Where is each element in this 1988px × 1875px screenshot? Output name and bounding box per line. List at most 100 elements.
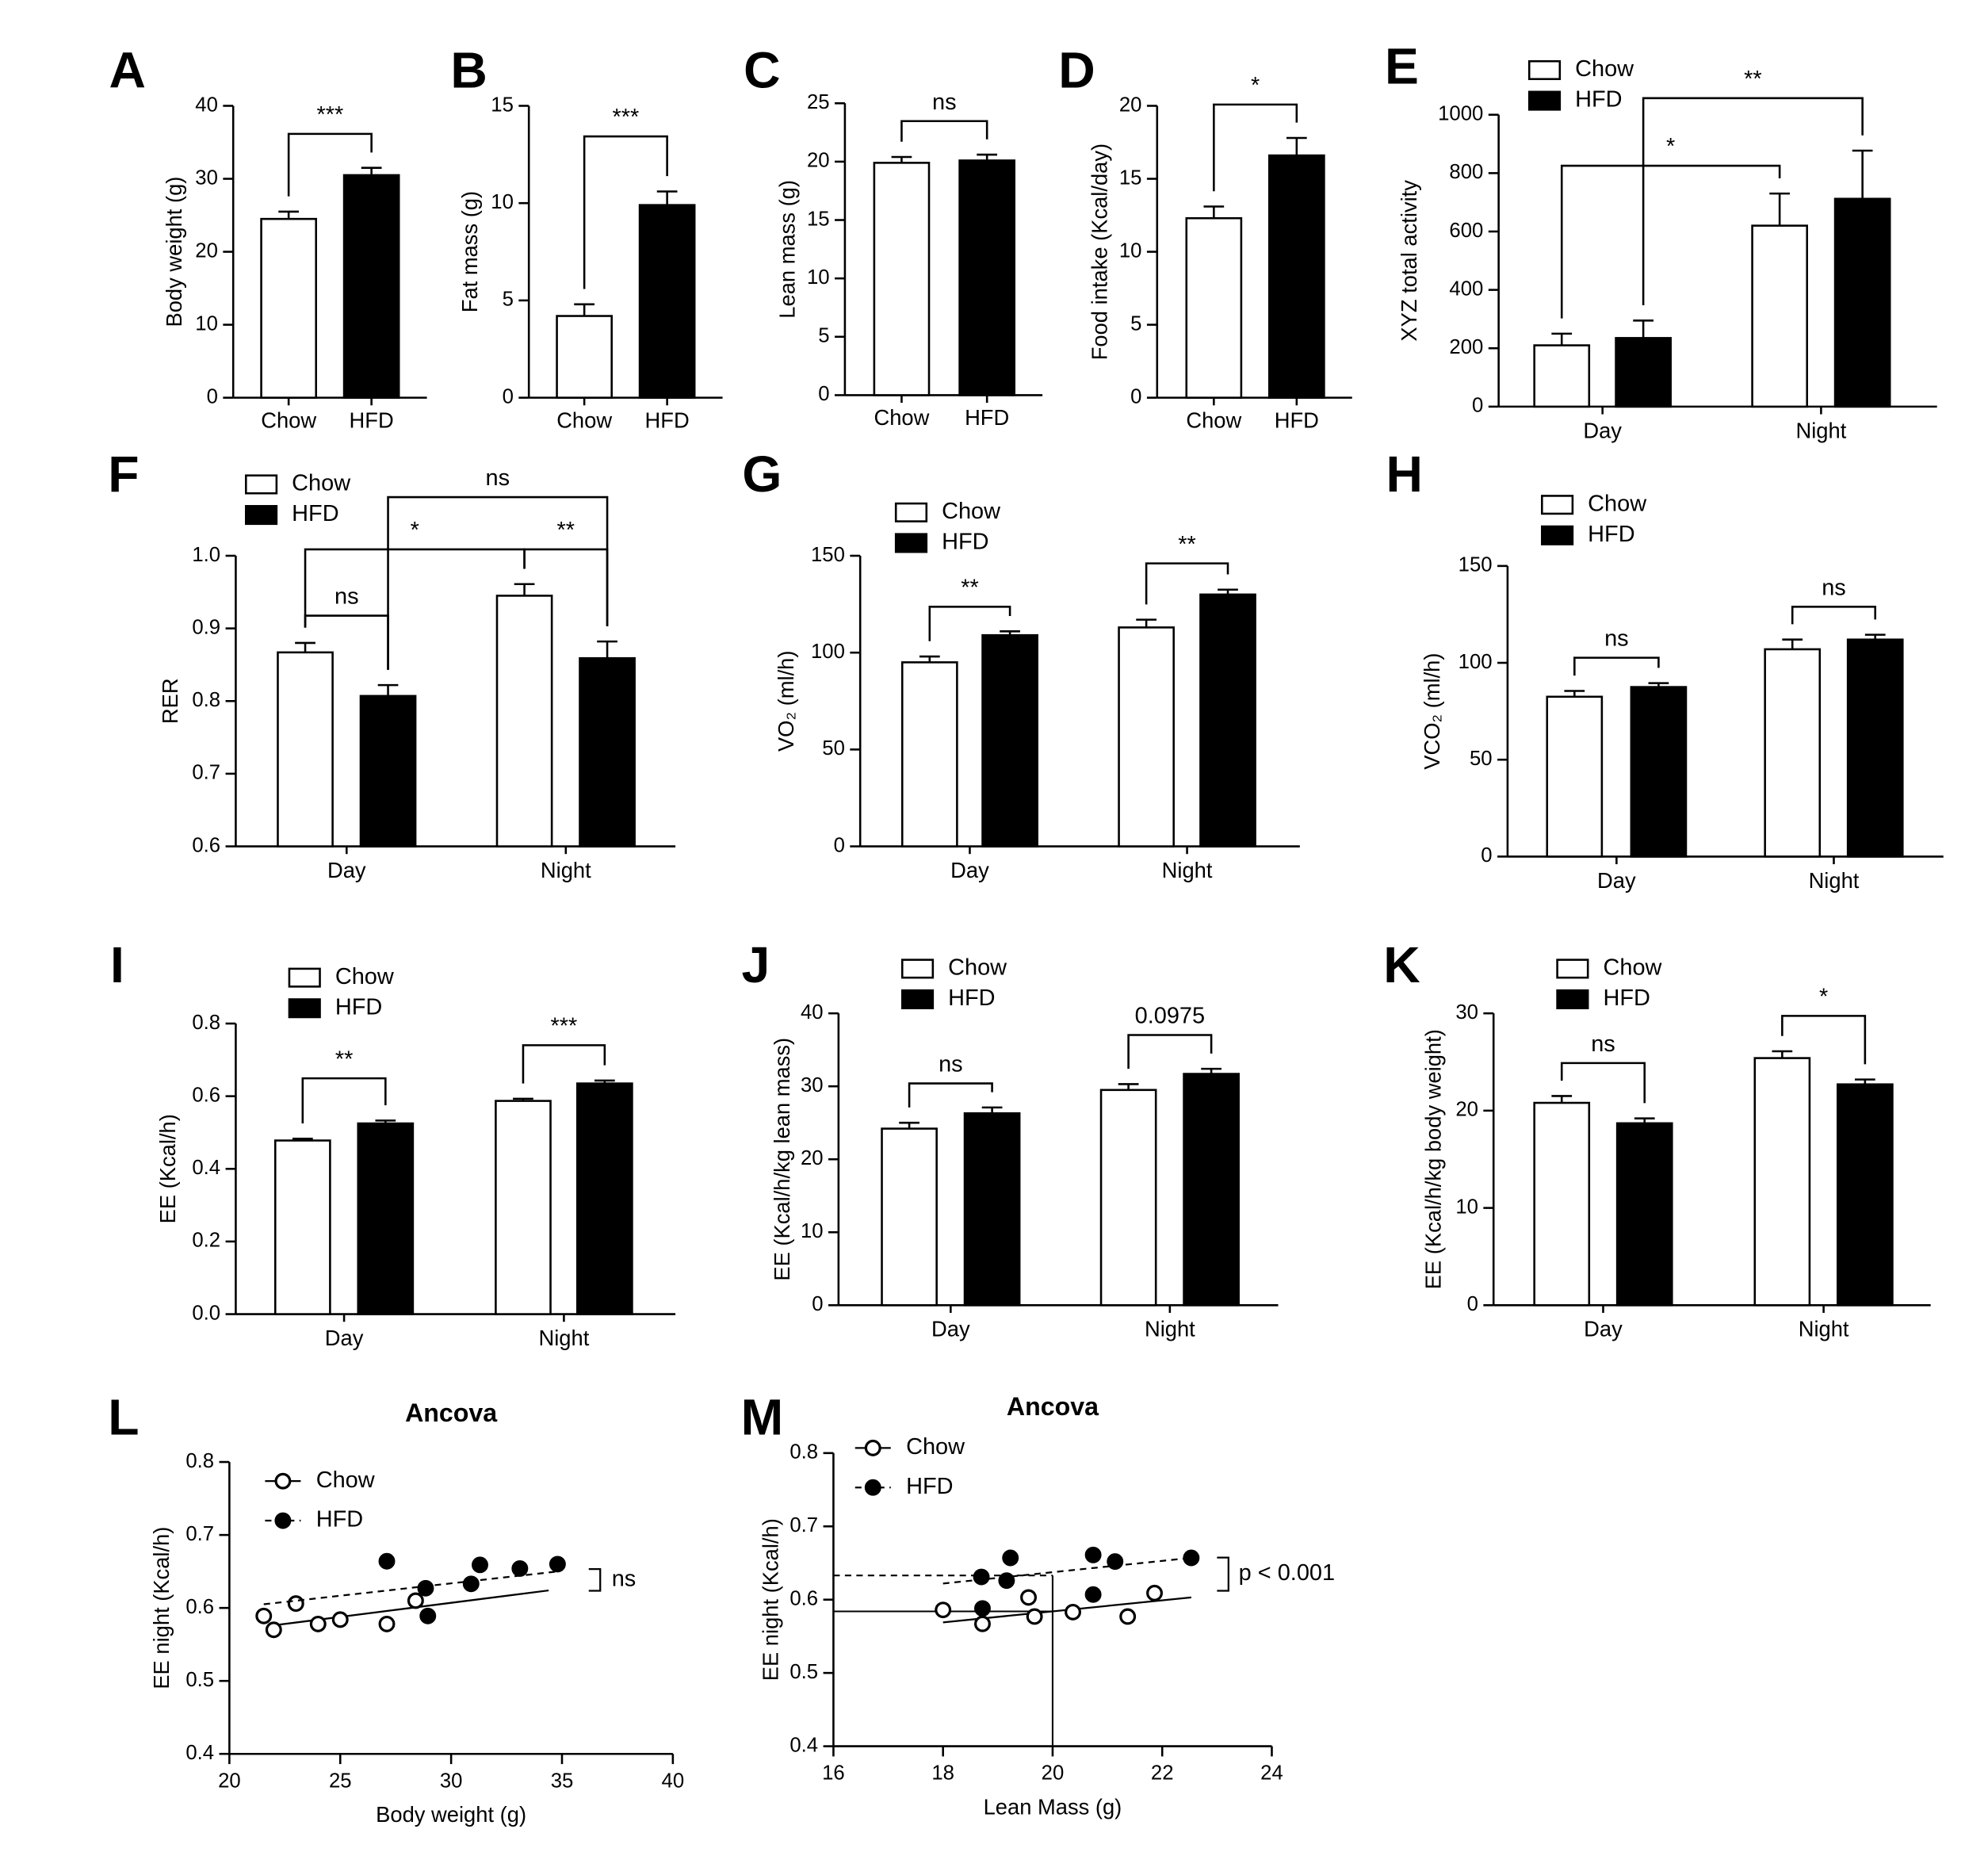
x-tick-label: Chow	[261, 408, 316, 432]
scatter-point	[1084, 1586, 1102, 1603]
x-tick-label: 20	[1042, 1762, 1065, 1785]
legend-swatch	[1556, 989, 1589, 1010]
significance-label: ns	[335, 584, 359, 610]
significance-label: ***	[317, 102, 344, 128]
significance-bracket	[1560, 1062, 1646, 1104]
x-tick-label: HFD	[350, 408, 394, 432]
bar	[1630, 686, 1688, 858]
significance-label: **	[1178, 532, 1196, 557]
panel-letter: B	[450, 41, 487, 98]
y-tick-label: 0	[818, 383, 829, 405]
x-axis-label: Lean Mass (g)	[984, 1795, 1122, 1820]
bar	[495, 1100, 552, 1315]
y-tick-label: 10	[1119, 239, 1142, 262]
significance-bracket	[1791, 606, 1877, 625]
y-tick-label: 0.7	[789, 1514, 818, 1536]
annotation: p < 0.001	[1239, 1560, 1335, 1586]
legend-marker	[864, 1479, 881, 1496]
bar	[277, 651, 334, 848]
y-tick-label: 0.8	[789, 1441, 818, 1464]
y-tick-label: 0.2	[192, 1230, 220, 1252]
y-tick-label: 5	[1130, 312, 1141, 335]
significance-bracket	[522, 1044, 606, 1084]
scatter-point	[378, 1552, 396, 1570]
x-tick-label: Chow	[556, 408, 612, 432]
y-axis-label: EE (Kcal/h/kg body weight)	[1420, 1029, 1445, 1289]
scatter-point	[511, 1559, 529, 1577]
panel-letter: A	[109, 41, 146, 98]
bar	[1099, 1089, 1157, 1307]
scatter-point	[472, 1556, 488, 1574]
x-tick-label: Day	[1597, 868, 1636, 893]
bar	[1199, 593, 1256, 848]
significance-bracket	[1145, 562, 1229, 605]
x-tick-label: Day	[950, 858, 989, 882]
y-axis-label: XYZ total activity	[1397, 180, 1421, 342]
significance-label: *	[1819, 985, 1828, 1010]
significance-bracket	[523, 548, 609, 626]
y-tick-label: 0	[1481, 844, 1492, 867]
legend-label: HFD	[1575, 87, 1622, 113]
y-axis-label: Body weight (g)	[162, 177, 186, 327]
significance-bracket	[1642, 97, 1864, 305]
y-tick-label: 25	[807, 91, 830, 113]
y-tick-label: 10	[491, 191, 514, 213]
y-tick-label: 40	[801, 1001, 824, 1024]
legend-swatch	[244, 505, 278, 526]
significance-label: ns	[932, 90, 957, 115]
x-tick-label: 18	[931, 1762, 954, 1785]
panel-letter: L	[108, 1389, 139, 1446]
y-tick-label: 0.6	[789, 1587, 818, 1609]
y-axis-label: Food intake (Kcal/day)	[1087, 143, 1111, 360]
y-axis-label: Fat mass (g)	[457, 191, 482, 312]
legend-swatch	[900, 959, 935, 979]
y-tick-label: 100	[1459, 651, 1493, 673]
x-tick-label: 40	[662, 1770, 685, 1792]
panel-letter: J	[741, 936, 770, 993]
y-tick-label: 5	[503, 289, 514, 311]
panel-letter: C	[744, 41, 780, 98]
significance-bracket	[928, 606, 1011, 641]
y-tick-label: 0	[834, 834, 845, 856]
legend-label: HFD	[292, 501, 338, 526]
y-tick-label: 50	[1470, 748, 1493, 770]
y-tick-label: 150	[1459, 554, 1493, 576]
x-tick-label: Night	[539, 1326, 590, 1350]
y-tick-label: 15	[807, 208, 830, 230]
x-tick-label: Night	[1809, 868, 1860, 893]
panel-letter: E	[1385, 37, 1419, 94]
bar	[579, 656, 636, 848]
scatter-point	[1020, 1589, 1037, 1606]
panel-letter: K	[1383, 936, 1420, 993]
x-tick-label: Day	[325, 1326, 364, 1350]
legend-label: Chow	[1575, 56, 1634, 82]
y-tick-label: 200	[1449, 336, 1483, 358]
significance-bracket	[1127, 1034, 1213, 1070]
y-tick-label: 1000	[1438, 103, 1483, 125]
legend-label: Chow	[942, 499, 1000, 524]
scatter-point	[287, 1595, 304, 1613]
x-axis-label: Body weight (g)	[376, 1802, 526, 1827]
bar	[1185, 216, 1243, 399]
y-tick-label: 20	[801, 1147, 824, 1169]
y-tick-label: 10	[801, 1220, 824, 1242]
legend-label: HFD	[948, 985, 995, 1011]
x-tick-label: Night	[1162, 858, 1213, 882]
legend-label: Chow	[335, 964, 394, 989]
y-tick-label: 30	[1455, 1001, 1478, 1024]
legend-label: Chow	[906, 1434, 965, 1460]
x-tick-label: Day	[327, 858, 366, 882]
scatter-point	[1065, 1603, 1081, 1621]
significance-label: ***	[551, 1013, 578, 1039]
legend-label: Chow	[1588, 491, 1646, 516]
scatter-point	[973, 1568, 990, 1586]
legend-label: HFD	[1603, 985, 1650, 1011]
scatter-point	[1026, 1608, 1043, 1625]
legend-swatch	[900, 989, 935, 1010]
scatter-point	[265, 1621, 282, 1639]
legend-swatch	[244, 474, 278, 495]
y-tick-label: 15	[1119, 166, 1142, 189]
bar	[1118, 626, 1175, 848]
bar	[575, 1082, 633, 1315]
significance-bracket	[908, 1082, 993, 1108]
